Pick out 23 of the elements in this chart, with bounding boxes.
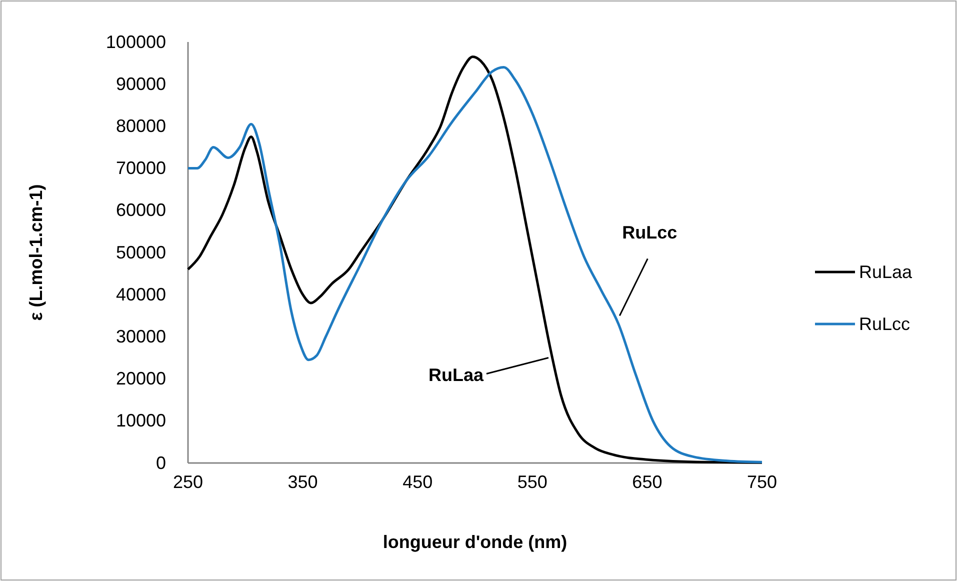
x-axis-title: longueur d'onde (nm) [382,532,568,552]
legend-label: RuLaa [859,262,914,282]
y-tick-label: 20000 [116,368,166,389]
y-tick-label: 30000 [116,326,166,346]
y-axis-title: ε (L.mol-1.cm-1) [26,184,46,321]
y-tick-label: 0 [156,452,166,473]
x-tick-label: 650 [632,472,662,492]
annotation: RuLcc [622,222,678,243]
y-tick-label: 90000 [116,74,166,94]
y-tick-label: 70000 [116,158,166,178]
y-tick-label: 60000 [116,200,166,220]
x-tick-label: 450 [402,472,433,492]
y-tick-label: 40000 [116,284,166,304]
y-tick-label: 100000 [106,32,166,52]
x-tick-label: 750 [746,472,778,492]
x-tick-label: 550 [517,472,548,492]
y-tick-label: 10000 [116,410,166,431]
legend-label: RuLcc [859,314,910,334]
y-tick-label: 50000 [116,242,166,262]
x-tick-label: 250 [172,472,204,492]
annotation: RuLaa [428,364,484,385]
y-tick-label: 80000 [116,116,166,136]
x-tick-label: 350 [288,472,318,492]
